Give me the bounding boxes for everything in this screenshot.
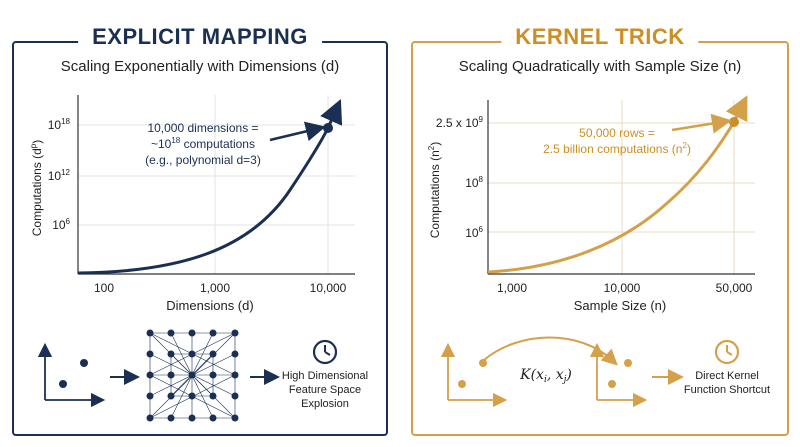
annotation-line1: 50,000 rows = xyxy=(579,126,655,140)
feature-space-network-icon xyxy=(146,329,239,422)
highlight-point xyxy=(729,117,739,127)
y-axis-label: Computations (n2) xyxy=(427,142,442,239)
y-tick-label: 106 xyxy=(52,217,70,232)
x-tick-label: 50,000 xyxy=(716,281,753,295)
x-tick-label: 1,000 xyxy=(497,281,527,295)
kernel-arc-arrow xyxy=(483,336,618,366)
annotation-line2: 2.5 billion computations (n2) xyxy=(543,141,691,156)
y-tick-label: 2.5 x 109 xyxy=(436,115,484,130)
x-tick-label: 100 xyxy=(94,281,114,295)
clock-icon xyxy=(312,339,338,365)
kernel-trick-subtitle: Scaling Quadratically with Sample Size (… xyxy=(458,58,742,75)
kernel-trick-panel: KERNEL TRICK Scaling Quadratically with … xyxy=(411,24,789,436)
annotation-line3: (e.g., polynomial d=3) xyxy=(145,153,261,167)
y-tick-label: 108 xyxy=(465,175,483,190)
y-tick-label: 1018 xyxy=(48,117,71,132)
explosion-caption-line2: Feature Space xyxy=(289,384,361,396)
explicit-mapping-panel: EXPLICIT MAPPING Scaling Exponentially w… xyxy=(12,24,388,436)
annotation-arrow xyxy=(269,121,326,142)
y-tick-label: 1012 xyxy=(48,168,71,183)
explicit-mapping-subtitle: Scaling Exponentially with Dimensions (d… xyxy=(60,58,340,75)
x-axis-label: Sample Size (n) xyxy=(574,298,666,313)
explosion-caption-line1: High Dimensional xyxy=(282,370,368,382)
x-axis-label: Dimensions (d) xyxy=(166,298,253,313)
x-tick-label: 10,000 xyxy=(604,281,641,295)
x-tick-label: 10,000 xyxy=(310,281,347,295)
x-tick-label: 1,000 xyxy=(200,281,230,295)
shortcut-caption-line1: Direct Kernel xyxy=(695,370,759,382)
kernel-trick-title: KERNEL TRICK xyxy=(501,24,699,50)
annotation-line1: 10,000 dimensions = xyxy=(147,121,258,135)
annotation-line2: ~1018 computations xyxy=(151,136,255,151)
explicit-mapping-chart: 106 1012 1018 100 1,000 10,000 Dimension… xyxy=(29,95,355,313)
annotation-arrow xyxy=(671,113,732,134)
clock-icon xyxy=(714,339,740,365)
explosion-caption-line3: Explosion xyxy=(301,398,349,410)
shortcut-caption-line2: Function Shortcut xyxy=(684,384,770,396)
exponential-curve xyxy=(77,127,330,275)
explicit-mapping-title: EXPLICIT MAPPING xyxy=(78,24,322,50)
input-space-axes-icon xyxy=(37,342,106,408)
kernel-function-label: K(xi, xj) xyxy=(519,367,572,385)
highlight-point xyxy=(323,123,333,133)
input-space-axes-icon xyxy=(440,342,508,408)
y-tick-label: 106 xyxy=(465,225,483,240)
kernel-trick-chart: 106 108 2.5 x 109 1,000 10,000 50,000 Sa… xyxy=(427,95,755,313)
output-space-axes-icon xyxy=(589,342,648,408)
kernel-trick-diagram: K(xi, xj) Direct Kernel Function Shortcu… xyxy=(440,336,770,408)
quadratic-curve xyxy=(487,121,736,274)
y-axis-label: Computations (dp) xyxy=(29,140,44,237)
explicit-mapping-diagram: High Dimensional Feature Space Explosion xyxy=(37,329,368,422)
